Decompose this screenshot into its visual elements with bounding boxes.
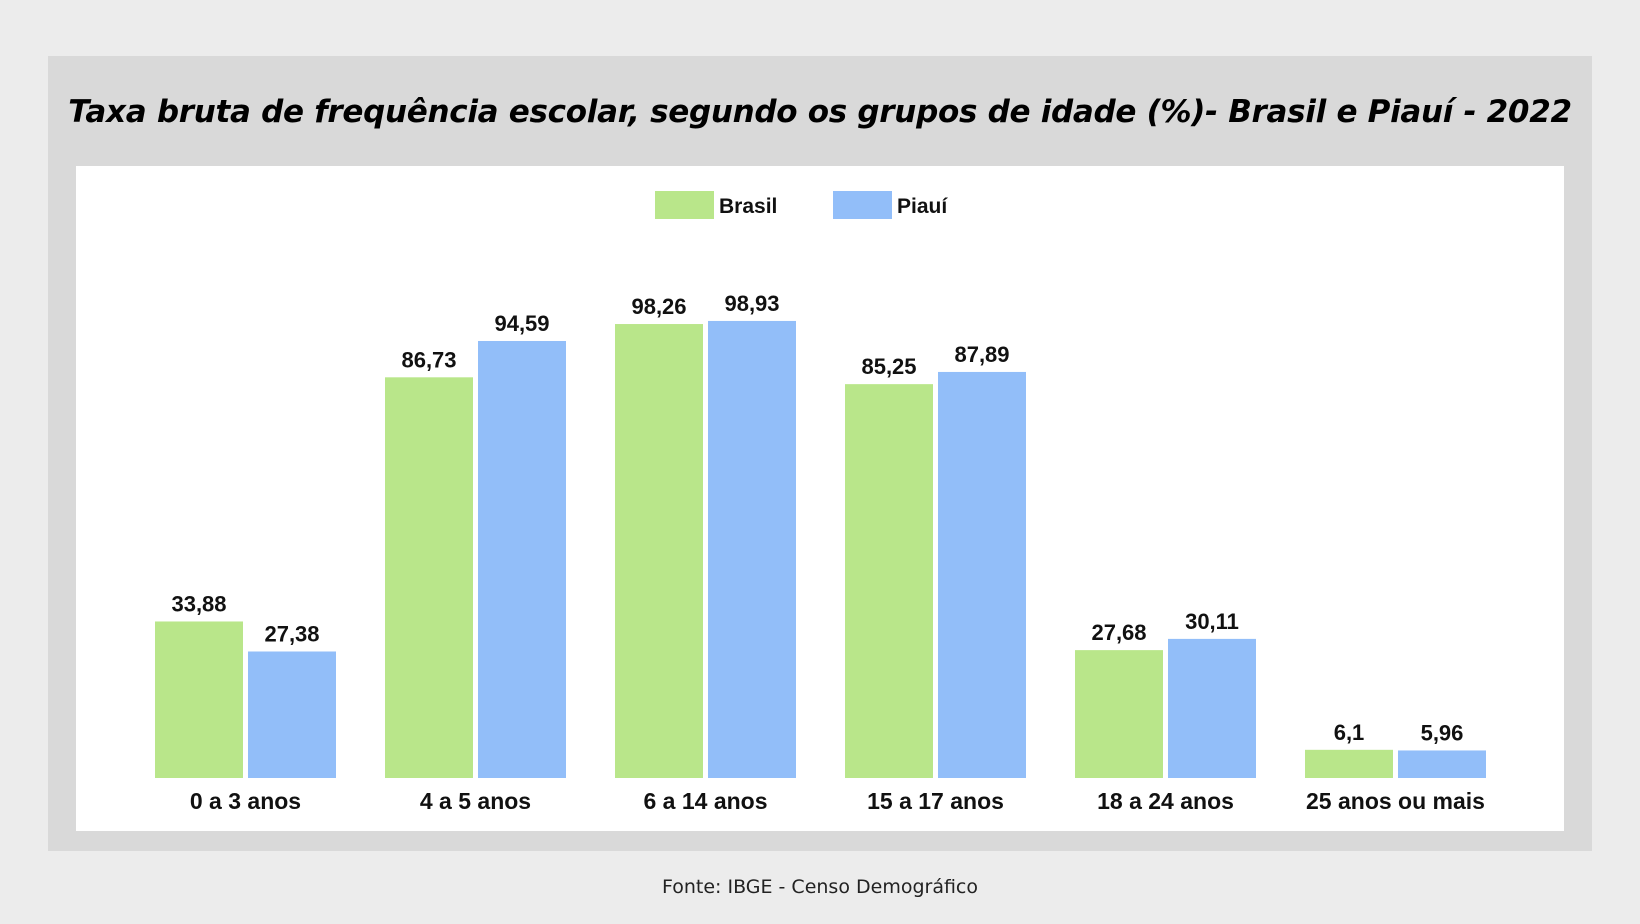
data-label: 27,38 (264, 622, 319, 647)
category-label: 15 a 17 anos (867, 788, 1004, 814)
bar-brasil-5 (1305, 749, 1393, 778)
data-label: 30,11 (1185, 609, 1239, 634)
data-label: 33,88 (171, 591, 226, 616)
chart-title: Taxa bruta de frequência escolar, segund… (68, 94, 1572, 130)
legend-swatch (655, 191, 714, 219)
category-label: 18 a 24 anos (1097, 788, 1234, 814)
bar-piau-2 (708, 320, 796, 778)
data-label: 5,96 (1421, 720, 1464, 745)
category-label: 0 a 3 anos (190, 788, 301, 814)
bar-brasil-2 (615, 324, 703, 778)
legend-label: Brasil (719, 195, 777, 218)
bar-piau-0 (248, 651, 336, 778)
bar-piau-4 (1168, 638, 1256, 778)
bar-piau-5 (1398, 750, 1486, 778)
legend-swatch (833, 191, 892, 219)
data-label: 86,73 (401, 347, 456, 372)
data-label: 94,59 (494, 311, 549, 336)
legend-label: Piauí (897, 195, 948, 218)
data-label: 98,26 (631, 294, 686, 319)
category-label: 6 a 14 anos (643, 788, 767, 814)
data-label: 98,93 (724, 291, 779, 316)
bar-brasil-4 (1075, 650, 1163, 778)
data-label: 87,89 (954, 342, 1009, 367)
bar-piau-3 (938, 371, 1026, 778)
category-label: 25 anos ou mais (1306, 788, 1485, 814)
data-label: 6,1 (1334, 720, 1365, 745)
bar-brasil-3 (845, 384, 933, 778)
category-label: 4 a 5 anos (420, 788, 531, 814)
bar-brasil-0 (155, 621, 243, 778)
data-label: 85,25 (861, 354, 916, 379)
source-note: Fonte: IBGE - Censo Demográfico (661, 876, 979, 898)
bar-brasil-1 (385, 377, 473, 778)
bar-piau-1 (478, 340, 566, 778)
data-label: 27,68 (1091, 620, 1146, 645)
